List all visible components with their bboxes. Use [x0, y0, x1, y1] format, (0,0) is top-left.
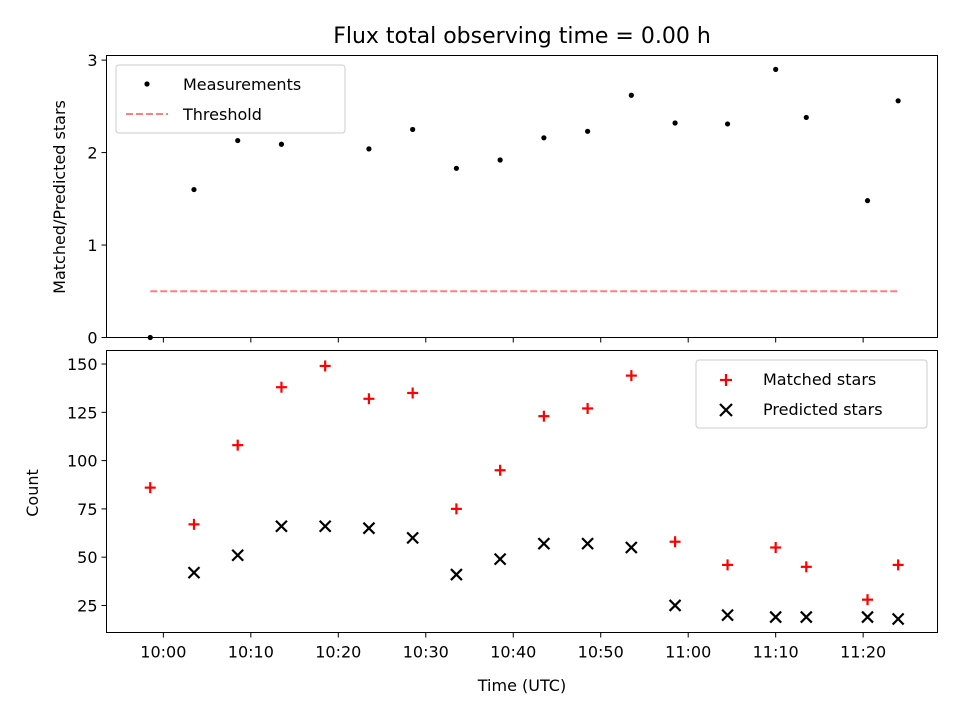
matched-star-point [407, 387, 419, 399]
predicted-star-point [861, 610, 874, 624]
legend-measurements-label: Measurements [183, 75, 301, 94]
bottom-panel: 25 50 75 100 125 150 10:00 10:10 10:20 10:30 10:4… [23, 350, 938, 695]
x-tick-label: 11:10 [753, 643, 799, 662]
chart-title: Flux total observing time = 0.00 h [333, 24, 711, 49]
measurement-point [453, 165, 459, 171]
top-y-tick-label: 1 [87, 236, 97, 255]
bottom-y-tick-label: 75 [77, 500, 97, 519]
legend-measurements-marker [144, 81, 150, 87]
x-tick-label: 10:20 [315, 643, 361, 662]
measurement-point [410, 126, 416, 133]
bottom-marks [144, 360, 905, 626]
bottom-y-tick-label: 25 [77, 596, 97, 615]
matched-star-point [232, 439, 244, 451]
predicted-star-point [318, 519, 332, 533]
predicted-star-point [721, 608, 734, 622]
predicted-star-point [891, 612, 905, 626]
predicted-star-point [581, 537, 594, 550]
x-axis-label: Time (UTC) [477, 676, 566, 695]
x-tick-label: 11:00 [665, 643, 711, 662]
legend-threshold-label: Threshold [182, 105, 262, 124]
predicted-star-point [800, 610, 813, 624]
measurement-point [895, 98, 901, 104]
x-tick-label: 11:20 [840, 643, 886, 662]
matched-star-point [669, 536, 681, 548]
bottom-y-ticks: 25 50 75 100 125 150 [67, 355, 107, 615]
predicted-star-point [769, 610, 782, 624]
bottom-legend-box [695, 359, 928, 429]
matched-star-point [275, 381, 287, 393]
matched-star-point [494, 464, 506, 476]
x-tick-label: 10:00 [140, 643, 186, 662]
top-y-axis-label: Matched/Predicted stars [50, 100, 69, 294]
bottom-plot-frame [106, 350, 938, 633]
predicted-star-point [668, 599, 682, 612]
legend-predicted-marker [719, 403, 733, 417]
measurement-point [585, 128, 591, 134]
legend-matched-marker [720, 374, 732, 386]
matched-star-point [582, 402, 594, 414]
top-marks [147, 66, 901, 341]
matched-star-point [319, 360, 331, 372]
matched-star-point [188, 518, 200, 530]
matched-star-point [800, 561, 812, 573]
x-tick-label: 10:30 [403, 643, 449, 662]
predicted-star-point [493, 552, 507, 566]
bottom-legend: Matched stars Predicted stars [695, 359, 928, 429]
top-panel: 0 1 2 3 Matched/Predicted stars Measurement… [50, 51, 938, 348]
top-plot-frame [106, 55, 938, 338]
matched-star-point [892, 559, 904, 571]
measurement-point [497, 157, 503, 163]
matched-star-point [625, 370, 637, 382]
measurement-point [191, 186, 197, 193]
measurement-point [235, 137, 241, 144]
top-x-ticks [162, 337, 864, 343]
predicted-star-point [362, 521, 376, 535]
matched-star-point [363, 393, 375, 405]
measurement-point [803, 114, 809, 121]
predicted-star-point [275, 519, 288, 533]
predicted-star-point [406, 531, 419, 545]
matched-star-point [722, 559, 734, 571]
x-tick-label: 10:10 [228, 643, 274, 662]
matched-star-point [862, 594, 874, 606]
x-tick-label: 10:50 [578, 643, 624, 662]
predicted-star-point [187, 566, 201, 579]
matched-star-point [144, 482, 156, 494]
top-y-ticks: 0 1 2 3 [87, 51, 107, 348]
bottom-y-tick-label: 125 [67, 403, 98, 422]
matched-star-point [770, 542, 782, 554]
measurement-point [773, 66, 779, 72]
bottom-y-axis-label: Count [23, 469, 42, 517]
bottom-y-tick-label: 100 [67, 452, 98, 471]
measurement-point [628, 92, 634, 98]
top-y-tick-label: 3 [87, 51, 97, 70]
bottom-x-ticks: 10:00 10:10 10:20 10:30 10:40 10:50 11:00 11:10… [140, 632, 886, 662]
x-tick-label: 10:40 [490, 643, 536, 662]
matched-star-point [538, 410, 550, 422]
measurement-point [541, 135, 547, 141]
measurement-point [278, 141, 285, 147]
measurement-point [724, 121, 731, 127]
predicted-star-point [625, 541, 638, 554]
predicted-star-point [450, 568, 463, 581]
bottom-y-tick-label: 50 [77, 548, 97, 567]
top-legend-box [115, 64, 346, 134]
top-legend: Measurements Threshold [115, 64, 346, 134]
top-y-tick-label: 0 [87, 329, 97, 348]
measurement-point [672, 120, 678, 126]
legend-predicted-label: Predicted stars [763, 400, 883, 419]
measurement-point [864, 198, 871, 204]
bottom-y-tick-label: 150 [67, 355, 98, 374]
legend-matched-label: Matched stars [763, 370, 876, 389]
matched-star-point [450, 503, 462, 515]
predicted-star-point [231, 548, 244, 562]
predicted-star-point [537, 537, 551, 550]
measurement-point [366, 146, 372, 152]
top-y-tick-label: 2 [87, 144, 97, 163]
